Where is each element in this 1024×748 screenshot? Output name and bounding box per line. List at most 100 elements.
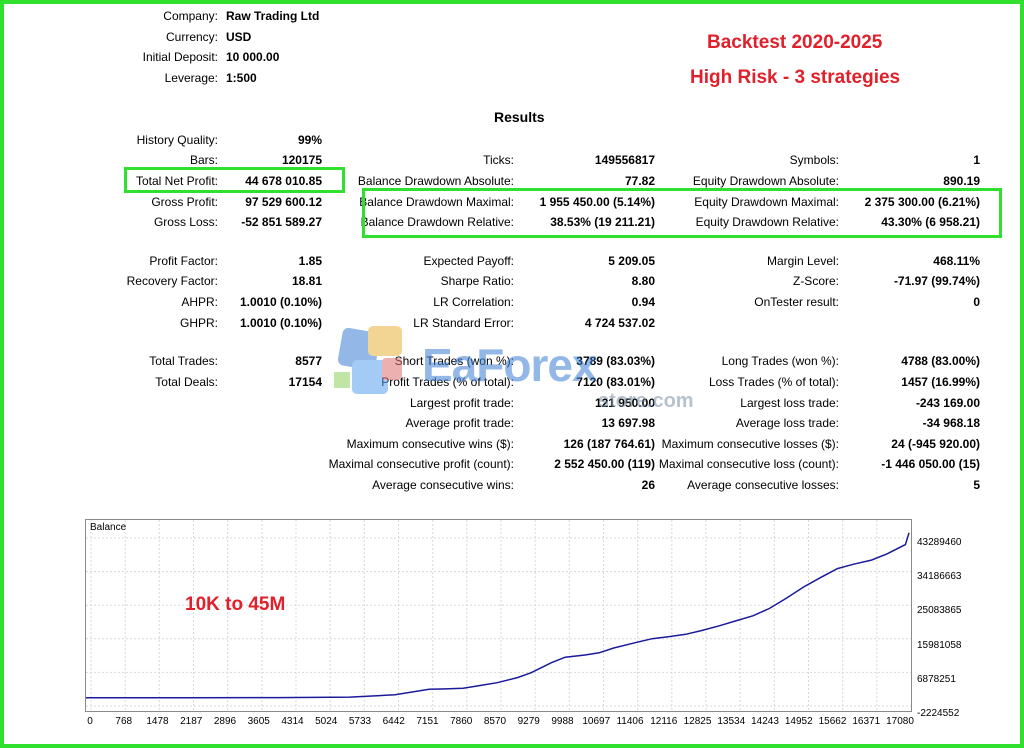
- col3-label-4: Margin Level:: [766, 254, 839, 268]
- col2-label-7: LR Standard Error:: [413, 316, 514, 330]
- col2-value-0: 149556817: [594, 153, 655, 167]
- col2-value-8: 3789 (83.03%): [576, 354, 655, 368]
- col2-value-10: 121 950.00: [594, 396, 655, 410]
- col3-label-2: Equity Drawdown Maximal:: [694, 195, 839, 209]
- col3-label-12: Maximal consecutive loss (count):: [658, 457, 839, 471]
- col3-label-5: Z-Score:: [792, 274, 839, 288]
- x-tick-3: 2187: [180, 716, 203, 727]
- col2-label-6: LR Correlation:: [433, 295, 514, 309]
- col3-label-0: Symbols:: [789, 153, 839, 167]
- col2-label-10: Largest profit trade:: [409, 396, 514, 410]
- col1-label-5: Profit Factor:: [149, 254, 218, 268]
- col2-label-12: Maximum consecutive wins ($):: [346, 437, 514, 451]
- col2-value-7: 4 724 537.02: [584, 316, 655, 330]
- x-tick-5: 3605: [247, 716, 270, 727]
- col3-label-10: Average loss trade:: [735, 416, 839, 430]
- col2-label-0: Ticks:: [483, 153, 514, 167]
- col3-label-6: OnTester result:: [754, 295, 839, 309]
- banner-title: Backtest 2020-2025: [707, 32, 883, 53]
- col3-value-4: 468.11%: [933, 254, 980, 268]
- col2-label-9: Profit Trades (% of total):: [381, 375, 514, 389]
- y-tick-2: 25083865: [917, 605, 962, 617]
- banner-subtitle: High Risk - 3 strategies: [690, 67, 901, 88]
- x-tick-18: 12825: [683, 716, 712, 727]
- col2-value-2: 1 955 450.00 (5.14%): [539, 195, 655, 209]
- col1-value-0: 99%: [297, 133, 322, 147]
- col2-value-1: 77.82: [624, 174, 655, 188]
- col3-value-5: -71.97 (99.74%): [893, 274, 980, 288]
- x-tick-19: 13534: [717, 716, 746, 727]
- col3-label-13: Average consecutive losses:: [687, 478, 839, 492]
- col1-value-2: 44 678 010.85: [245, 174, 322, 188]
- col2-value-12: 126 (187 764.61): [563, 437, 655, 451]
- col2-value-14: 26: [641, 478, 655, 492]
- col2-value-3: 38.53% (19 211.21): [550, 215, 655, 229]
- col1-label-1: Bars:: [189, 153, 218, 167]
- col1-label-3: Gross Profit:: [151, 195, 218, 209]
- col2-value-6: 0.94: [631, 295, 655, 309]
- x-tick-23: 16371: [852, 716, 881, 727]
- leverage-label: Leverage:: [164, 71, 218, 85]
- col2-label-2: Balance Drawdown Maximal:: [359, 195, 514, 209]
- x-tick-6: 4314: [281, 716, 304, 727]
- col2-value-4: 5 209.05: [608, 254, 655, 268]
- x-tick-24: 17080: [886, 716, 914, 727]
- x-tick-12: 8570: [483, 716, 507, 727]
- col1-label-6: Recovery Factor:: [126, 274, 218, 288]
- x-tick-9: 6442: [382, 716, 405, 727]
- col3-value-10: -34 968.18: [922, 416, 980, 430]
- col1-label-8: GHPR:: [179, 316, 218, 330]
- col3-label-11: Maximum consecutive losses ($):: [661, 437, 839, 451]
- deposit-label: Initial Deposit:: [142, 50, 218, 64]
- col3-value-13: 5: [973, 478, 980, 492]
- col1-label-7: AHPR:: [181, 295, 218, 309]
- col3-value-6: 0: [973, 295, 980, 309]
- x-tick-8: 5733: [348, 716, 372, 727]
- col1-value-6: 18.81: [291, 274, 322, 288]
- col1-label-0: History Quality:: [136, 133, 218, 147]
- company-value: Raw Trading Ltd: [226, 9, 320, 23]
- y-tick-1: 34186663: [917, 571, 962, 583]
- col2-label-1: Balance Drawdown Absolute:: [357, 174, 514, 188]
- y-tick-3: 15981058: [917, 639, 962, 651]
- currency-label: Currency:: [165, 30, 218, 44]
- col1-value-5: 1.85: [298, 254, 322, 268]
- col1-value-8: 1.0010 (0.10%): [239, 316, 322, 330]
- col3-value-8: 1457 (16.99%): [901, 375, 980, 389]
- deposit-value: 10 000.00: [226, 50, 280, 64]
- x-tick-22: 15662: [818, 716, 847, 727]
- x-tick-15: 10697: [582, 716, 611, 727]
- col2-label-11: Average profit trade:: [405, 416, 514, 430]
- col3-value-0: 1: [973, 153, 980, 167]
- balance-chart: [85, 519, 912, 712]
- company-label: Company:: [163, 9, 218, 23]
- col2-label-3: Balance Drawdown Relative:: [360, 215, 514, 229]
- x-tick-14: 9988: [551, 716, 574, 727]
- col3-value-3: 43.30% (6 958.21): [881, 215, 980, 229]
- x-tick-7: 5024: [315, 716, 338, 727]
- balance-chart-svg: [85, 520, 911, 711]
- x-tick-11: 7860: [450, 716, 473, 727]
- col1-value-7: 1.0010 (0.10%): [239, 295, 322, 309]
- col3-label-9: Largest loss trade:: [740, 396, 839, 410]
- y-tick-5: -2224552: [917, 708, 960, 719]
- x-tick-20: 14243: [751, 716, 779, 727]
- col3-label-8: Loss Trades (% of total):: [708, 375, 839, 389]
- x-tick-2: 1478: [146, 716, 169, 727]
- col2-value-9: 7120 (83.01%): [576, 375, 655, 389]
- chart-title: Balance: [90, 522, 127, 533]
- y-tick-4: 6878251: [917, 673, 956, 685]
- col3-value-9: -243 169.00: [915, 396, 980, 410]
- x-tick-0: 0: [87, 716, 93, 727]
- x-tick-4: 2896: [213, 716, 237, 727]
- col2-label-13: Maximal consecutive profit (count):: [328, 457, 514, 471]
- col3-value-11: 24 (-945 920.00): [891, 437, 980, 451]
- col2-label-14: Average consecutive wins:: [372, 478, 514, 492]
- col1-label-9: Total Trades:: [149, 354, 218, 368]
- col2-label-8: Short Trades (won %):: [394, 354, 514, 368]
- col3-value-12: -1 446 050.00 (15): [881, 457, 980, 471]
- col3-label-1: Equity Drawdown Absolute:: [692, 174, 839, 188]
- chart-note: 10K to 45M: [185, 594, 286, 615]
- col1-label-2: Total Net Profit:: [135, 174, 218, 188]
- col3-label-7: Long Trades (won %):: [721, 354, 839, 368]
